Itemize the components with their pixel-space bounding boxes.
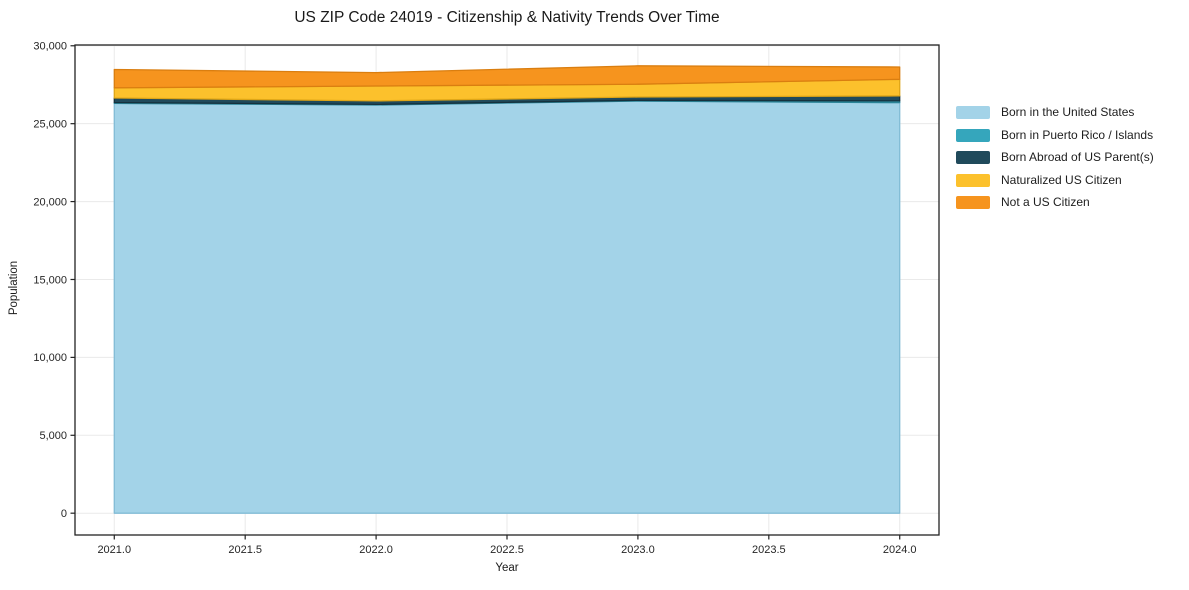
y-tick-label: 15,000 [33, 274, 67, 286]
legend-swatch [956, 196, 990, 209]
x-tick-label: 2022.5 [490, 544, 524, 556]
area-series-0 [113, 100, 901, 514]
y-tick-label: 25,000 [33, 118, 67, 130]
x-tick-label: 2021.0 [97, 544, 131, 556]
legend-item: Born in Puerto Rico / Islands [956, 127, 1154, 142]
y-tick-label: 30,000 [33, 41, 67, 53]
x-tick-label: 2021.5 [228, 544, 262, 556]
ticks: 2021.0 2021.5 2022.0 2022.5 2023.0 2023.5 2024… [33, 41, 916, 556]
y-tick-label: 10,000 [33, 352, 67, 364]
y-tick-label: 5,000 [39, 430, 67, 442]
y-tick-label: 20,000 [33, 196, 67, 208]
legend-item: Born Abroad of US Parent(s) [956, 151, 1154, 164]
legend-label: Born in Puerto Rico / Islands [1001, 127, 1154, 142]
legend-item: Naturalized US Citizen [956, 172, 1154, 187]
y-tick-label: 0 [61, 508, 67, 520]
legend-swatch [956, 106, 990, 119]
legend-swatch [956, 151, 990, 164]
legend-label: Naturalized US Citizen [1001, 172, 1122, 187]
legend-label: Born Abroad of US Parent(s) [1001, 150, 1154, 164]
legend-item: Not a US Citizen [956, 196, 1154, 209]
legend-label: Not a US Citizen [1001, 195, 1090, 209]
legend-swatch [956, 173, 990, 187]
chart-title: US ZIP Code 24019 - Citizenship & Nativi… [294, 9, 720, 26]
area-series-4 [113, 65, 901, 89]
x-axis-label: Year [495, 562, 519, 574]
x-tick-label: 2023.5 [752, 544, 786, 556]
y-axis-label: Population [8, 260, 20, 316]
legend-swatch [956, 128, 990, 142]
legend: Born in the United States Born in Puerto … [956, 106, 1154, 209]
legend-item: Born in the United States [956, 106, 1154, 119]
x-tick-label: 2022.0 [359, 544, 393, 556]
x-tick-label: 2023.0 [621, 544, 655, 556]
legend-label: Born in the United States [1001, 105, 1135, 119]
x-tick-label: 2024.0 [883, 544, 917, 556]
